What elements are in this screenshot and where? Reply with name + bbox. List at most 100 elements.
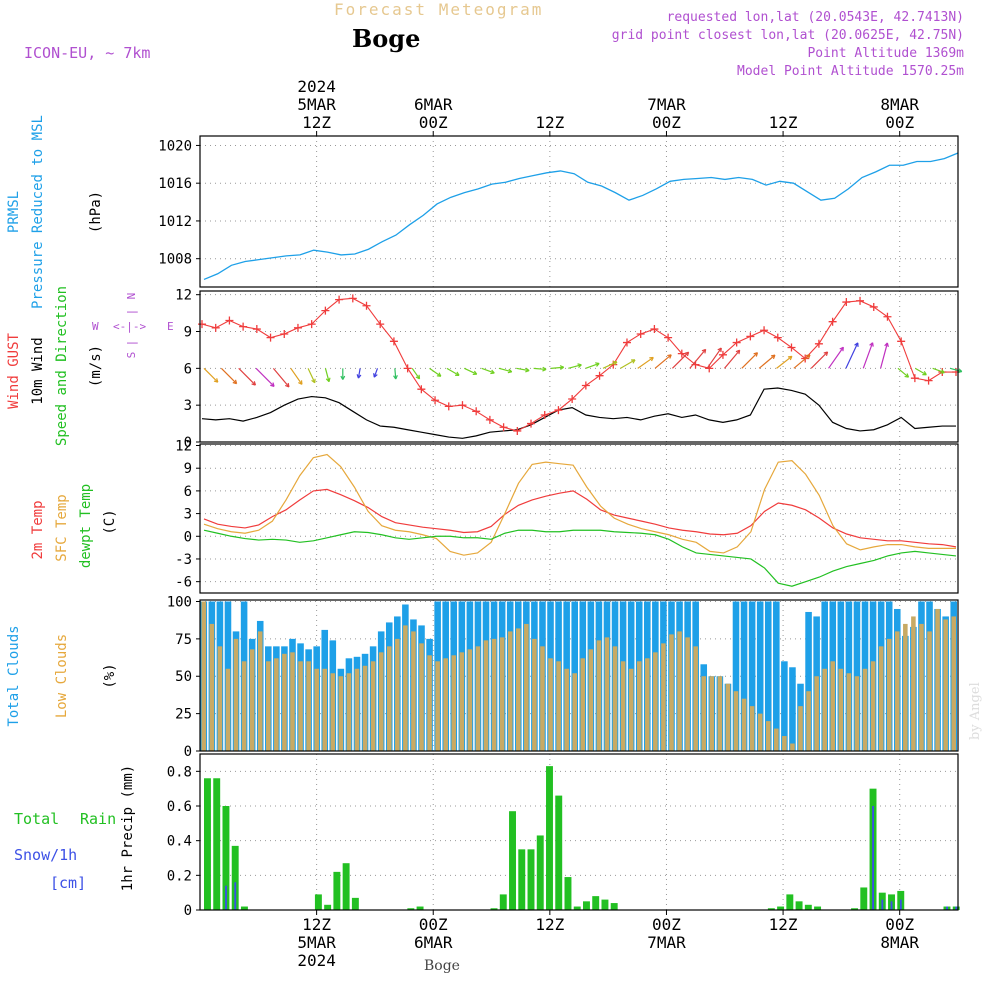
low-cloud-bar [677,631,682,751]
low-cloud-bar [572,673,577,751]
compass-e: E [167,320,174,333]
wind-gust-marker [335,295,344,304]
low-cloud-bar [765,721,771,751]
rain-bar [777,906,785,910]
low-cloud-bar [830,661,836,751]
wind-arrow-head [884,342,889,347]
wind-gust-marker [636,329,645,338]
wind-gust-marker [527,419,536,428]
precip-snow-label: Snow/1h [14,846,77,864]
total-cloud-bar [740,601,748,751]
wind-gust-marker [431,396,440,405]
low-cloud-bar [314,668,319,751]
low-cloud-bar [201,601,207,751]
bottom-time-label: 12Z [535,915,564,934]
low-cloud-bar [257,631,263,751]
wind-gust-marker [869,302,878,311]
wind-gust-marker [389,337,398,346]
top-time-label: 12Z [535,113,564,132]
low-cloud-bar [564,668,569,751]
total-cloud-bar [748,601,756,751]
low-cloud-bar [854,676,860,751]
wind-direction-arrow [203,367,219,383]
wind-gust-marker [321,306,330,315]
wind-arrow-head [869,342,874,347]
rain-bar [407,908,415,910]
low-cloud-bar [580,658,586,751]
precip-total-label: Total [14,810,59,828]
wind-unit: (m/s) [88,345,104,387]
low-cloud-bar [419,643,424,751]
rain-bar [786,894,794,910]
wind-arrow-head [667,354,672,359]
wind-direction-arrow [394,368,397,380]
wind-arrow-head [649,356,654,362]
wind-direction-arrow [602,361,618,369]
y-tick-label: 100 [167,594,192,610]
y-tick-label: 0.2 [167,868,192,884]
low-cloud-bar [846,673,852,751]
snow-bar [955,906,958,910]
wind-gust-marker [540,410,549,419]
total-cloud-bar [764,601,772,751]
wind-arrow-head [507,368,513,374]
low-cloud-bar [903,623,908,751]
rain-bar [814,906,822,910]
wind-direction-arrow [793,354,811,369]
wind-gust-marker [773,333,782,342]
panel-frame [199,753,959,911]
wind-gust-marker [664,333,673,342]
rain-bar [499,894,507,910]
top-time-label: 12Z [769,113,798,132]
wind-gust-marker [444,402,453,411]
wind-gust-marker [198,320,206,329]
low-cloud-bar [685,637,690,751]
low-cloud-bar [346,673,352,751]
y-tick-label: 9 [184,325,192,341]
prmsl-unit: (hPa) [88,191,104,233]
rain-bar [351,897,359,910]
low-cloud-bar [515,628,521,751]
wind-gust-marker [856,296,865,305]
wind-arrow-head [393,375,398,380]
low-cloud-bar [814,676,819,751]
rain-bar [795,901,803,910]
wind-dir-label: Speed and Direction [54,286,70,446]
wind-direction-arrow [550,366,564,369]
rain-bar [240,906,248,910]
wind-arrow-head [904,373,910,378]
total-clouds-label: Total Clouds [6,625,22,726]
low-cloud-bar [604,637,610,751]
snow-bar [946,906,948,910]
low-cloud-bar [443,658,448,751]
wind-arrow-head [436,372,442,377]
wind-arrow-head [340,375,346,380]
top-time-label: 7MAR [647,95,686,114]
wind-direction-arrow [915,367,927,376]
low-cloud-bar [782,736,787,751]
wind-arrow-head [542,366,547,372]
rain-bar [536,835,544,910]
wind-gust-marker [266,333,275,342]
wind-direction-arrow [272,367,290,388]
wind-direction-arrow [516,367,530,372]
precip-axis-label: 1hr Precip (mm) [120,765,136,891]
wind-arrow-head [854,342,859,347]
wind-arrow-head [770,354,776,360]
rain-bar [573,906,581,910]
low-cloud-bar [403,625,408,751]
y-tick-label: 12 [175,439,192,455]
wind-direction-arrow [220,367,238,385]
wind-arrow-head [472,370,478,376]
total-cloud-bar [781,661,788,751]
snow-bar [881,899,884,910]
y-tick-label: 12 [175,288,192,304]
panel-bg [200,444,958,593]
low-cloud-bar [306,661,311,751]
wind-gust-marker [760,326,769,335]
wind-gust-marker [595,371,604,380]
low-cloud-bar [709,676,715,751]
wind-direction-arrow [290,367,303,385]
wind-arrow-head [356,374,362,379]
low-cloud-bar [532,638,537,751]
